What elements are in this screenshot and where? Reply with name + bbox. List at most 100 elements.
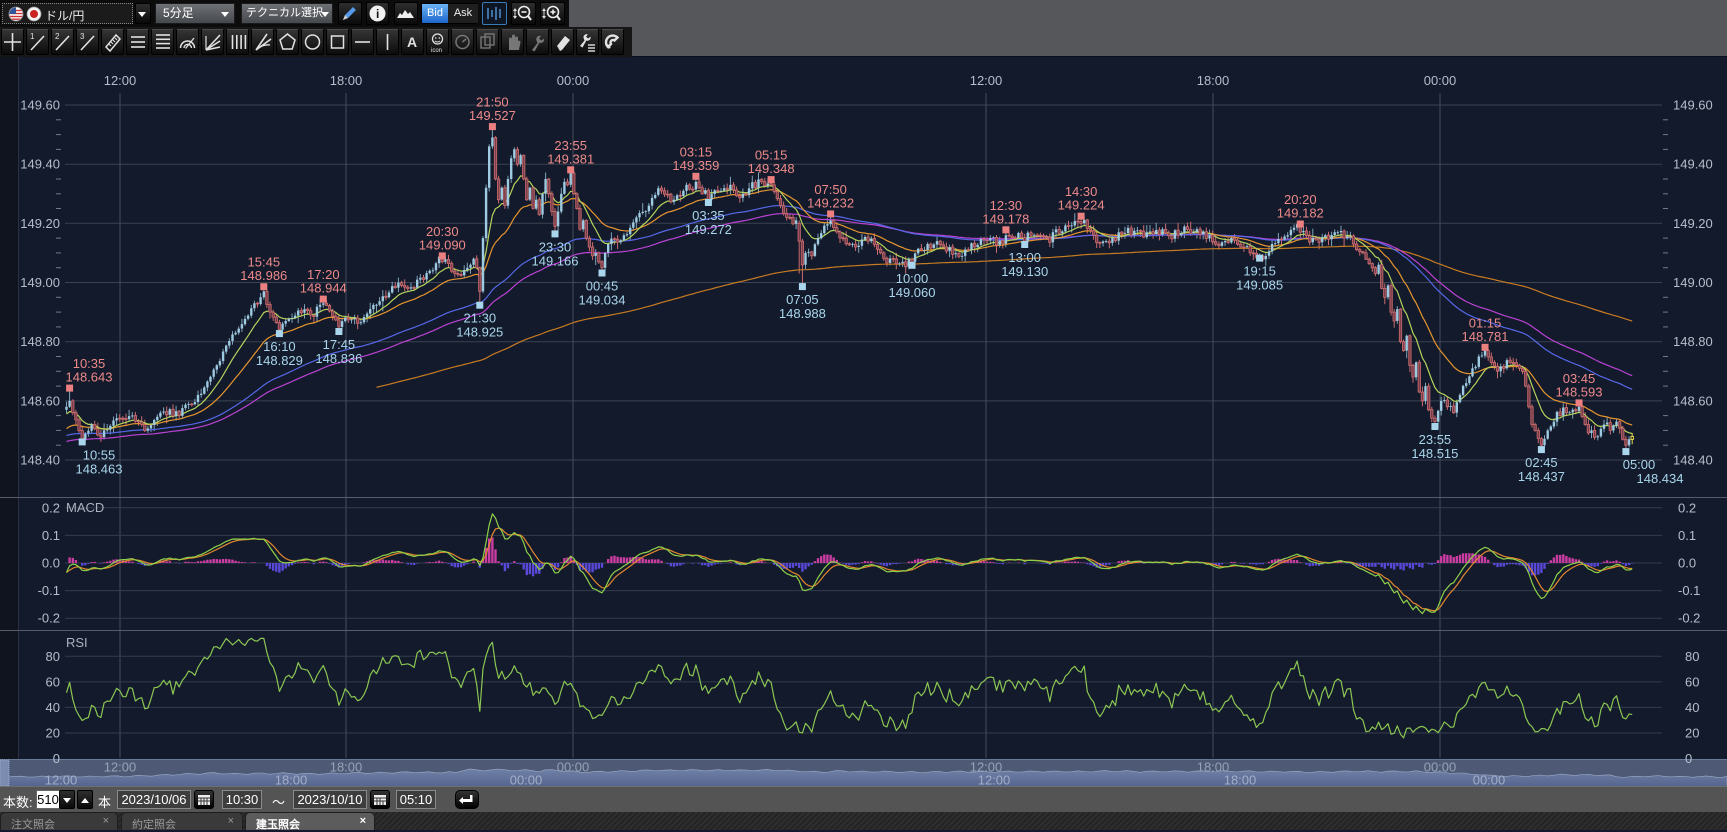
svg-text:148.60: 148.60 (20, 393, 60, 408)
svg-text:149.272: 149.272 (685, 222, 732, 237)
svg-text:20: 20 (46, 726, 60, 741)
svg-text:148.944: 148.944 (300, 281, 347, 296)
svg-text:0.0: 0.0 (42, 556, 60, 571)
svg-text:00:00: 00:00 (510, 773, 543, 788)
svg-text:12:00: 12:00 (970, 760, 1003, 775)
svg-text:03:35: 03:35 (692, 208, 725, 223)
svg-text:0: 0 (1685, 751, 1692, 766)
svg-text:icon: icon (431, 48, 442, 54)
svg-text:149.00: 149.00 (20, 275, 60, 290)
svg-text:12:00: 12:00 (104, 760, 137, 775)
svg-text:149.034: 149.034 (579, 293, 626, 308)
svg-text:0.2: 0.2 (42, 500, 60, 515)
svg-text:0.0: 0.0 (1678, 556, 1696, 571)
svg-text:20:20: 20:20 (1284, 192, 1317, 207)
svg-text:23:55: 23:55 (1419, 432, 1452, 447)
svg-text:1: 1 (30, 32, 35, 41)
svg-text:40: 40 (1685, 700, 1699, 715)
svg-text:18:00: 18:00 (275, 773, 308, 788)
svg-text:149.178: 149.178 (982, 211, 1029, 226)
svg-text:148.40: 148.40 (1673, 453, 1713, 468)
svg-text:-0.1: -0.1 (38, 583, 60, 598)
svg-text:148.80: 148.80 (20, 334, 60, 349)
svg-text:148.80: 148.80 (1673, 334, 1713, 349)
svg-text:60: 60 (1685, 674, 1699, 689)
svg-text:149.232: 149.232 (807, 195, 854, 210)
svg-text:03:45: 03:45 (1563, 371, 1596, 386)
svg-text:149.20: 149.20 (1673, 216, 1713, 231)
svg-text:23:30: 23:30 (539, 239, 572, 254)
svg-text:18:00: 18:00 (330, 73, 363, 88)
svg-text:60: 60 (46, 674, 60, 689)
svg-text:40: 40 (46, 700, 60, 715)
svg-text:3: 3 (80, 32, 85, 41)
svg-text:13:00: 13:00 (1008, 250, 1041, 265)
svg-text:23:55: 23:55 (554, 138, 587, 153)
svg-text:80: 80 (46, 649, 60, 664)
svg-text:18:00: 18:00 (1224, 773, 1257, 788)
svg-text:148.829: 148.829 (256, 353, 303, 368)
svg-text:149.182: 149.182 (1277, 206, 1324, 221)
svg-text:149.090: 149.090 (419, 237, 466, 252)
svg-text:21:30: 21:30 (464, 311, 497, 326)
svg-text:12:00: 12:00 (970, 73, 1003, 88)
svg-text:10:55: 10:55 (83, 447, 116, 462)
svg-text:148.40: 148.40 (20, 453, 60, 468)
svg-text:148.986: 148.986 (240, 268, 287, 283)
svg-text:00:00: 00:00 (1473, 773, 1506, 788)
svg-text:148.60: 148.60 (1673, 393, 1713, 408)
svg-text:149.40: 149.40 (1673, 157, 1713, 172)
svg-text:17:20: 17:20 (307, 267, 340, 282)
svg-text:148.925: 148.925 (456, 325, 503, 340)
svg-text:16:10: 16:10 (263, 339, 296, 354)
svg-text:149.359: 149.359 (672, 158, 719, 173)
svg-text:149.060: 149.060 (889, 285, 936, 300)
svg-text:148.437: 148.437 (1518, 469, 1565, 484)
svg-text:20:30: 20:30 (426, 224, 459, 239)
svg-text:148.781: 148.781 (1462, 329, 1509, 344)
svg-text:148.836: 148.836 (315, 351, 362, 366)
svg-text:03:15: 03:15 (680, 144, 713, 159)
svg-text:12:00: 12:00 (978, 773, 1011, 788)
svg-text:19:15: 19:15 (1243, 264, 1276, 279)
svg-text:02:45: 02:45 (1525, 455, 1558, 470)
svg-text:149.166: 149.166 (532, 253, 579, 268)
svg-text:07:50: 07:50 (814, 182, 847, 197)
svg-text:21:50: 21:50 (476, 95, 509, 110)
svg-text:i: i (376, 7, 379, 21)
svg-text:12:00: 12:00 (104, 73, 137, 88)
svg-text:18:00: 18:00 (1197, 73, 1230, 88)
svg-text:10:35: 10:35 (73, 356, 106, 371)
svg-text:0.1: 0.1 (42, 528, 60, 543)
svg-text:149.00: 149.00 (1673, 275, 1713, 290)
svg-text:80: 80 (1685, 649, 1699, 664)
svg-text:148.515: 148.515 (1411, 446, 1458, 461)
svg-text:149.40: 149.40 (20, 157, 60, 172)
svg-text:149.224: 149.224 (1058, 198, 1105, 213)
svg-text:149.130: 149.130 (1001, 264, 1048, 279)
svg-text:00:00: 00:00 (557, 73, 590, 88)
svg-text:05:00: 05:00 (1623, 457, 1656, 472)
svg-text:17:45: 17:45 (323, 337, 356, 352)
svg-text:A: A (407, 34, 417, 50)
svg-text:14:30: 14:30 (1065, 184, 1098, 199)
svg-text:148.643: 148.643 (66, 370, 113, 385)
svg-text:148.463: 148.463 (76, 461, 123, 476)
svg-text:-0.1: -0.1 (1678, 583, 1700, 598)
svg-text:148.593: 148.593 (1556, 384, 1603, 399)
svg-text:0: 0 (53, 751, 60, 766)
svg-text:149.381: 149.381 (547, 151, 594, 166)
svg-text:10:00: 10:00 (896, 271, 929, 286)
svg-text:18:00: 18:00 (330, 760, 363, 775)
svg-text:00:00: 00:00 (1424, 760, 1457, 775)
svg-text:149.60: 149.60 (20, 98, 60, 113)
svg-text:12:30: 12:30 (990, 198, 1023, 213)
svg-text:15:45: 15:45 (248, 255, 281, 270)
svg-text:01:15: 01:15 (1469, 315, 1502, 330)
svg-text:149.60: 149.60 (1673, 98, 1713, 113)
svg-text:05:15: 05:15 (755, 148, 788, 163)
svg-text:148.434: 148.434 (1637, 471, 1684, 486)
svg-text:0.2: 0.2 (1678, 500, 1696, 515)
svg-text:20: 20 (1685, 726, 1699, 741)
svg-text:MACD: MACD (66, 500, 104, 515)
